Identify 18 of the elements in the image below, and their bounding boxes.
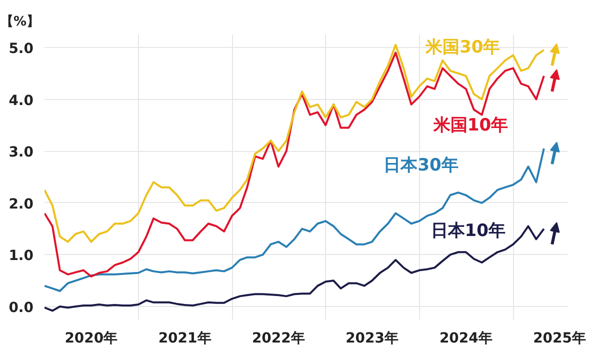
line-series bbox=[44, 148, 545, 292]
x-tick-label: 2020年 bbox=[64, 330, 118, 346]
series-label: 日本30年 bbox=[384, 156, 458, 176]
y-tick-label: 5.0 bbox=[8, 40, 34, 57]
x-tick-label: 2022年 bbox=[252, 330, 305, 346]
x-tick-label: 2024年 bbox=[439, 330, 492, 346]
x-tick-label: 2023年 bbox=[346, 330, 399, 346]
y-axis-title: 【%】 bbox=[0, 14, 40, 30]
y-tick-label: 0.0 bbox=[8, 300, 34, 316]
series-label: 米国30年 bbox=[424, 37, 500, 58]
x-tick-label: 2021年 bbox=[158, 330, 212, 346]
y-tick-label: 1.0 bbox=[8, 248, 34, 264]
y-tick-label: 3.0 bbox=[8, 144, 34, 161]
y-tick-label: 2.0 bbox=[8, 196, 34, 212]
x-tick-label: 2025年 bbox=[533, 330, 586, 346]
y-tick-label: 4.0 bbox=[8, 92, 34, 109]
series-label: 日本10年 bbox=[430, 221, 506, 242]
series-label: 米国10年 bbox=[432, 116, 508, 136]
